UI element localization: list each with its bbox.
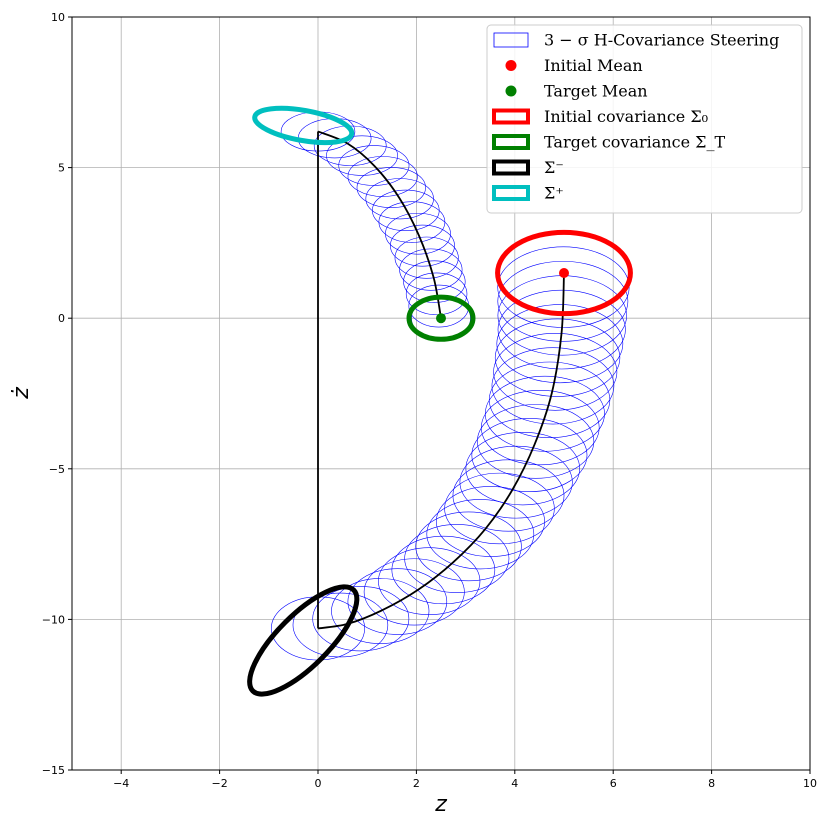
legend-dot-marker — [505, 85, 517, 97]
legend-label: Initial Mean — [544, 56, 643, 75]
target-covariance-ellipse — [406, 294, 476, 342]
steering-ellipse — [494, 318, 621, 397]
legend-covariance-swatch — [492, 108, 530, 125]
x-tick-label: −4 — [113, 777, 129, 790]
legend-dot-marker — [505, 60, 517, 71]
initial-covariance-ellipse — [495, 229, 633, 317]
steering-ellipse — [356, 167, 426, 208]
y-tick-label: −10 — [42, 613, 65, 626]
x-tick-label: 6 — [610, 777, 617, 790]
steering-ellipse — [347, 568, 448, 635]
y-axis-label: ż — [9, 387, 34, 400]
x-tick-label: 10 — [803, 777, 817, 790]
steering-ellipse — [496, 304, 624, 384]
sigma-plus-ellipse — [252, 105, 355, 146]
steering-ellipse — [426, 499, 535, 570]
steering-ellipse — [292, 592, 389, 658]
steering-ellipse — [477, 404, 595, 479]
x-tick-label: 4 — [511, 777, 518, 790]
steering-ellipse — [415, 511, 522, 582]
steering-ellipse — [326, 135, 398, 176]
x-tick-label: −2 — [211, 777, 227, 790]
y-tick-label: −5 — [49, 463, 65, 476]
initial-mean-marker — [559, 268, 569, 279]
legend: 3 − σ H-Covariance Steering Initial Mean T… — [486, 24, 803, 214]
steering-ellipse — [390, 224, 455, 267]
steering-ellipse — [399, 248, 463, 291]
steering-ellipse — [452, 459, 565, 532]
steering-ellipse — [403, 260, 466, 303]
steering-ellipse — [404, 524, 510, 593]
target-mean-marker — [436, 313, 446, 324]
x-axis-label: z — [434, 792, 447, 817]
steering-ellipse — [391, 535, 496, 605]
axis-ticks: −4 −2 0 2 4 6 8 10 −15 −10 −5 0 5 10 — [42, 11, 817, 790]
legend-label: Target Mean — [544, 82, 648, 101]
steering-ellipse — [385, 212, 451, 255]
x-tick-label: 2 — [413, 777, 420, 790]
mean-path-segment-2 — [317, 130, 442, 319]
steering-ellipse — [497, 260, 629, 342]
x-tick-label: 8 — [708, 777, 715, 790]
legend-steering-swatch — [493, 32, 529, 48]
y-tick-label: 10 — [51, 11, 65, 24]
y-tick-label: −15 — [42, 764, 65, 777]
legend-box — [486, 24, 803, 214]
y-tick-label: 0 — [58, 312, 65, 325]
steering-ellipse — [465, 431, 580, 506]
y-tick-label: 5 — [58, 162, 65, 175]
steering-ellipse — [459, 445, 573, 519]
sigma-minus-ellipse — [247, 584, 360, 697]
legend-covariance-swatch — [492, 159, 530, 176]
steering-ellipse — [493, 333, 618, 411]
x-tick-label: 0 — [315, 777, 322, 790]
legend-label: Target covariance Σ_T — [544, 133, 725, 152]
legend-covariance-swatch — [492, 185, 530, 201]
steering-ellipse — [471, 418, 588, 492]
legend-label: 3 − σ H-Covariance Steering — [544, 31, 779, 50]
steering-ellipse — [331, 578, 430, 644]
mean-paths — [317, 130, 565, 630]
legend-label: Σ⁻ — [544, 158, 564, 177]
legend-label: Initial covariance Σ₀ — [544, 107, 708, 126]
steering-ellipse — [497, 289, 626, 370]
mean-markers — [436, 268, 569, 324]
legend-label: Σ⁺ — [544, 184, 564, 203]
steering-ellipse — [347, 156, 418, 197]
covariance-ellipses — [247, 105, 633, 697]
steering-ellipse — [394, 236, 459, 279]
steering-ellipse — [378, 547, 481, 615]
steering-ellipse — [491, 347, 615, 425]
steering-ellipse — [312, 586, 410, 652]
steering-ellipse — [363, 558, 465, 626]
steering-ellipse — [405, 272, 468, 316]
mean-path-segment-1 — [317, 272, 565, 630]
plot-frame — [71, 16, 811, 771]
legend-covariance-swatch — [492, 134, 530, 150]
